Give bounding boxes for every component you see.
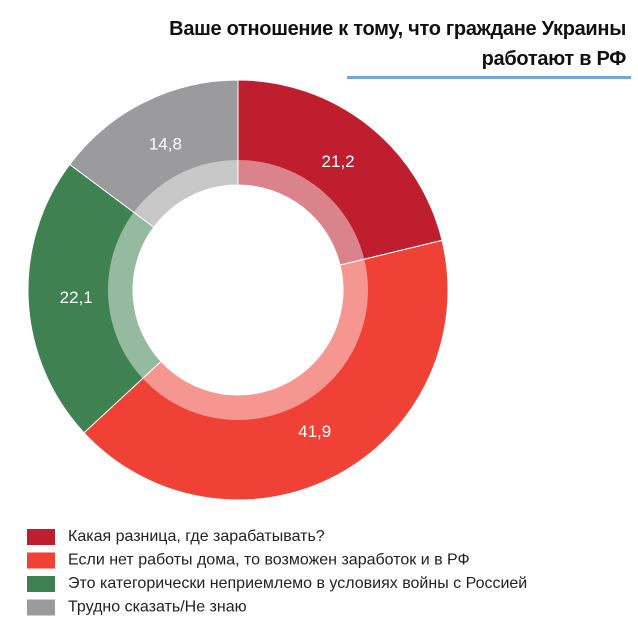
legend-swatch bbox=[27, 576, 55, 592]
legend-swatch bbox=[27, 552, 55, 569]
data-label: 41,9 bbox=[298, 422, 331, 441]
pie-slice bbox=[83, 239, 449, 501]
legend-label: Трудно сказать/Не знаю bbox=[68, 599, 247, 616]
pie-slice bbox=[68, 79, 239, 228]
data-label: 22,1 bbox=[60, 288, 93, 307]
pie-slice bbox=[27, 163, 162, 434]
legend-label: Какая разница, где зарабатывать? bbox=[68, 528, 325, 545]
chart-title: Ваше отношение к тому, что граждане Укра… bbox=[169, 18, 626, 70]
data-label: 21,2 bbox=[322, 152, 355, 171]
legend-label: Если нет работы дома, то возможен зарабо… bbox=[68, 552, 470, 569]
legend-swatch bbox=[27, 529, 55, 545]
legend-label: Это категорически неприемлемо в условиях… bbox=[68, 575, 527, 592]
legend-swatch bbox=[27, 599, 55, 616]
data-label: 14,8 bbox=[149, 135, 182, 154]
pie-slice bbox=[237, 79, 443, 266]
inner-ring bbox=[107, 160, 368, 421]
title-rule bbox=[347, 76, 631, 79]
